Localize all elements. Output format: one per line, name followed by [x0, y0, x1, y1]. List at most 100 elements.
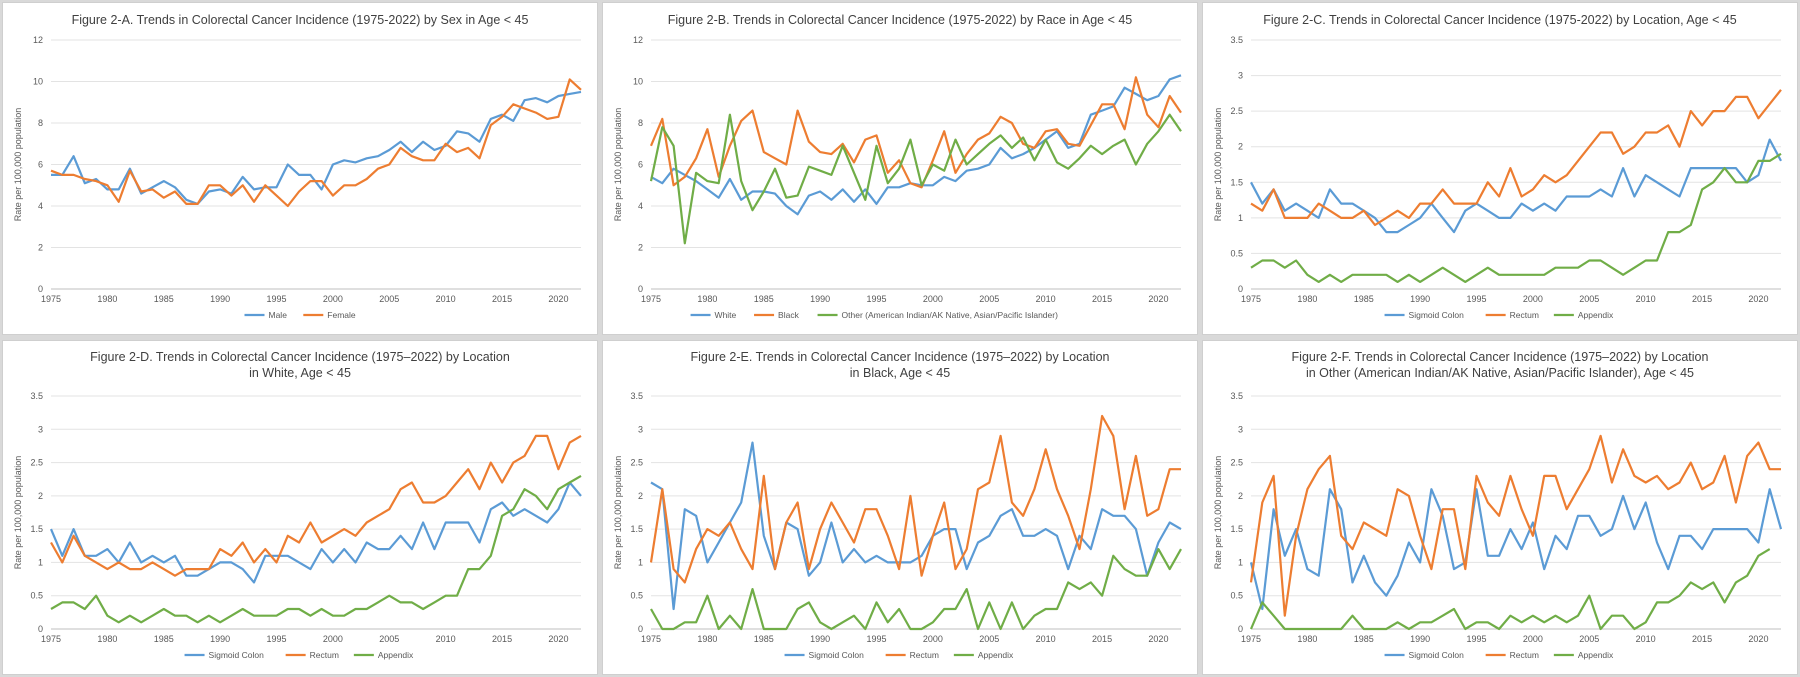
- legend-label: Appendix: [378, 650, 414, 660]
- x-tick-label: 2015: [1692, 634, 1712, 644]
- legend: Sigmoid Colon Rectum Appendix: [184, 650, 414, 660]
- legend-label: Appendix: [1578, 650, 1614, 660]
- x-tick-label: 1990: [210, 294, 230, 304]
- y-tick-label: 3.5: [30, 391, 43, 401]
- chart-svg: 0 0.5 1 1.5 2 2.5 3 3.5 1975 1980 1985 1990 1995 2000…: [1213, 391, 1783, 660]
- y-tick-label: 2: [1238, 491, 1243, 501]
- y-tick-label: 0: [38, 284, 43, 294]
- x-tick-label: 2005: [379, 634, 399, 644]
- x-tick-label: 1985: [154, 294, 174, 304]
- y-tick-label: 1.5: [1230, 177, 1243, 187]
- x-tick-label: 2015: [1692, 294, 1712, 304]
- legend-label: White: [715, 310, 737, 320]
- legend-label: Male: [269, 310, 288, 320]
- chart-title-line: in Black, Age < 45: [849, 366, 951, 380]
- chart-title: Figure 2-E. Trends in Colorectal Cancer …: [603, 349, 1197, 381]
- x-tick-label: 2015: [1092, 294, 1112, 304]
- x-tick-label: 1985: [1354, 634, 1374, 644]
- chart-svg: 0 0.5 1 1.5 2 2.5 3 3.5 1975 1980 1985 1990 1995 2000…: [13, 391, 582, 660]
- series-line-sigmoid-colon: [1249, 488, 1783, 611]
- y-tick-label: 3.5: [1230, 391, 1243, 401]
- x-tick-label: 1995: [267, 634, 287, 644]
- y-tick-label: 0: [1238, 284, 1243, 294]
- legend-label: Rectum: [910, 650, 939, 660]
- x-tick-label: 1975: [1241, 634, 1261, 644]
- y-tick-label: 12: [633, 35, 643, 45]
- x-tick-label: 1985: [754, 634, 774, 644]
- legend-label: Female: [327, 310, 356, 320]
- series-line-appendix: [50, 474, 582, 624]
- legend: White Black Other (American Indian/AK Nati…: [690, 310, 1059, 320]
- x-tick-label: 2005: [379, 294, 399, 304]
- y-tick-label: 4: [638, 201, 643, 211]
- y-tick-label: 2.5: [630, 458, 643, 468]
- y-tick-label: 10: [33, 77, 43, 87]
- x-tick-label: 2000: [323, 634, 343, 644]
- y-tick-label: 2: [38, 243, 43, 253]
- x-tick-label: 2005: [979, 634, 999, 644]
- series-line-appendix: [1249, 548, 1771, 631]
- chart-svg: 0 0.5 1 1.5 2 2.5 3 3.5 1975 1980 1985 1990 1995 2000…: [613, 391, 1182, 660]
- y-tick-label: 0: [638, 284, 643, 294]
- legend-label: Sigmoid Colon: [809, 650, 865, 660]
- y-tick-label: 0.5: [630, 591, 643, 601]
- x-tick-label: 2020: [1148, 634, 1168, 644]
- y-tick-label: 1: [1238, 557, 1243, 567]
- y-tick-label: 0.5: [1230, 248, 1243, 258]
- legend-label: Sigmoid Colon: [1409, 310, 1465, 320]
- x-tick-label: 2005: [1579, 634, 1599, 644]
- series-line-sigmoid-colon: [650, 441, 1182, 611]
- x-tick-label: 2010: [436, 634, 456, 644]
- x-tick-label: 2020: [1748, 634, 1768, 644]
- x-tick-label: 2000: [1523, 294, 1543, 304]
- x-tick-label: 1985: [754, 294, 774, 304]
- chart-title-line: Figure 2-C. Trends in Colorectal Cancer …: [1263, 13, 1737, 27]
- x-tick-label: 1990: [1410, 634, 1430, 644]
- x-tick-label: 2000: [323, 294, 343, 304]
- y-tick-label: 0.5: [30, 591, 43, 601]
- x-tick-label: 2010: [1036, 634, 1056, 644]
- y-axis-label: Rate per 100,000 population: [613, 108, 623, 222]
- y-tick-label: 6: [638, 160, 643, 170]
- chart-svg: 0 0.5 1 1.5 2 2.5 3 3.5 1975 1980 1985 1990 1995 2000…: [1213, 35, 1782, 320]
- y-tick-label: 2: [638, 491, 643, 501]
- x-tick-label: 2000: [923, 294, 943, 304]
- legend-label: Other (American Indian/AK Native, Asian/…: [842, 310, 1059, 320]
- y-tick-label: 6: [38, 160, 43, 170]
- y-tick-label: 3: [638, 424, 643, 434]
- chart-panel: Figure 2-E. Trends in Colorectal Cancer …: [602, 340, 1198, 675]
- x-tick-label: 1990: [210, 634, 230, 644]
- chart-svg: 0 2 4 6 8 10 12 1975 1980 1985 1990 1995 2000 2005 201…: [613, 35, 1182, 320]
- x-tick-label: 2015: [1092, 634, 1112, 644]
- x-tick-label: 2015: [492, 294, 512, 304]
- legend: Male Female: [244, 310, 356, 320]
- x-tick-label: 1985: [154, 634, 174, 644]
- y-axis-label: Rate per 100,000 population: [1213, 108, 1223, 222]
- y-tick-label: 3: [1238, 71, 1243, 81]
- x-tick-label: 2015: [492, 634, 512, 644]
- x-tick-label: 2020: [1148, 294, 1168, 304]
- legend: Sigmoid Colon Rectum Appendix: [784, 650, 1014, 660]
- chart-title-line: in Other (American Indian/AK Native, Asi…: [1305, 366, 1695, 380]
- chart-title: Figure 2-C. Trends in Colorectal Cancer …: [1203, 12, 1797, 28]
- x-tick-label: 1985: [1354, 294, 1374, 304]
- y-tick-label: 0.5: [1230, 591, 1243, 601]
- chart-title-line: Figure 2-F. Trends in Colorectal Cancer …: [1291, 350, 1709, 364]
- legend-label: Sigmoid Colon: [209, 650, 265, 660]
- y-tick-label: 3.5: [630, 391, 643, 401]
- y-axis-label: Rate per 100,000 population: [1213, 456, 1223, 570]
- series-line-rectum: [649, 414, 1181, 584]
- legend-label: Appendix: [1578, 310, 1614, 320]
- x-tick-label: 2000: [1523, 634, 1543, 644]
- y-tick-label: 1.5: [1230, 524, 1243, 534]
- y-tick-label: 0: [1238, 624, 1243, 634]
- x-tick-label: 1980: [1297, 294, 1317, 304]
- chart-title: Figure 2-A. Trends in Colorectal Cancer …: [3, 12, 597, 28]
- legend: Sigmoid Colon Rectum Appendix: [1384, 650, 1614, 660]
- chart-panel: Figure 2-D. Trends in Colorectal Cancer …: [2, 340, 598, 675]
- series-line-black: [649, 76, 1182, 189]
- y-tick-label: 3.5: [1230, 35, 1243, 45]
- chart-svg: 0 2 4 6 8 10 12 1975 1980 1985 1990 1995 2000 2005 201…: [13, 35, 582, 320]
- y-tick-label: 3: [1238, 424, 1243, 434]
- legend-label: Rectum: [310, 650, 339, 660]
